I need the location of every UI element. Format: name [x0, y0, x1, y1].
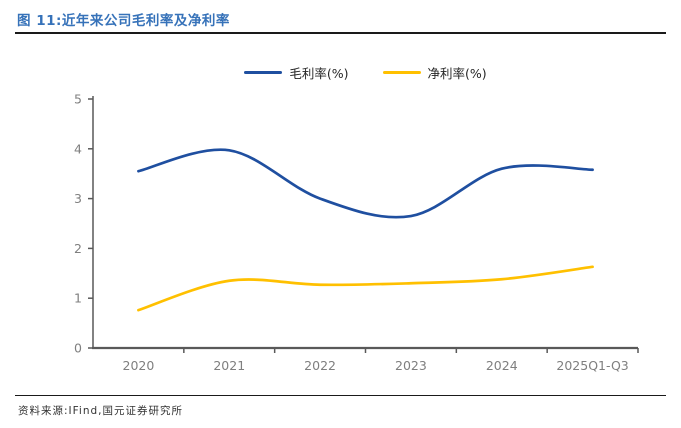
title-divider-rule	[15, 32, 666, 34]
y-tick-label: 4	[74, 141, 82, 156]
legend-item-gross-margin: 毛利率(%)	[244, 63, 349, 82]
y-tick-label: 3	[74, 191, 82, 206]
figure-title: 图 11:近年来公司毛利率及净利率	[17, 13, 230, 29]
legend-item-net-margin: 净利率(%)	[382, 63, 487, 82]
x-tick-label: 2023	[395, 358, 427, 373]
legend-label-gross-margin: 毛利率(%)	[289, 66, 349, 81]
y-tick-label: 1	[74, 291, 82, 306]
y-tick-label: 5	[74, 92, 82, 107]
chart-legend: 毛利率(%) 净利率(%)	[93, 63, 638, 82]
y-tick-label: 2	[74, 241, 82, 256]
gross-margin-line-swatch	[244, 71, 283, 74]
legend-label-net-margin: 净利率(%)	[427, 66, 487, 81]
source-note: 资料来源:IFind,国元证券研究所	[18, 405, 183, 417]
x-tick-label: 2022	[304, 358, 336, 373]
x-tick-label: 2025Q1-Q3	[556, 358, 628, 373]
x-tick-label: 2021	[213, 358, 245, 373]
y-tick-label: 0	[74, 341, 82, 356]
net-margin-line-swatch	[382, 71, 421, 74]
source-divider-rule	[15, 395, 666, 396]
gross-margin-line	[137, 148, 594, 219]
net-margin-line	[137, 265, 594, 312]
x-tick-label: 2020	[123, 358, 155, 373]
x-tick-label: 2024	[486, 358, 518, 373]
